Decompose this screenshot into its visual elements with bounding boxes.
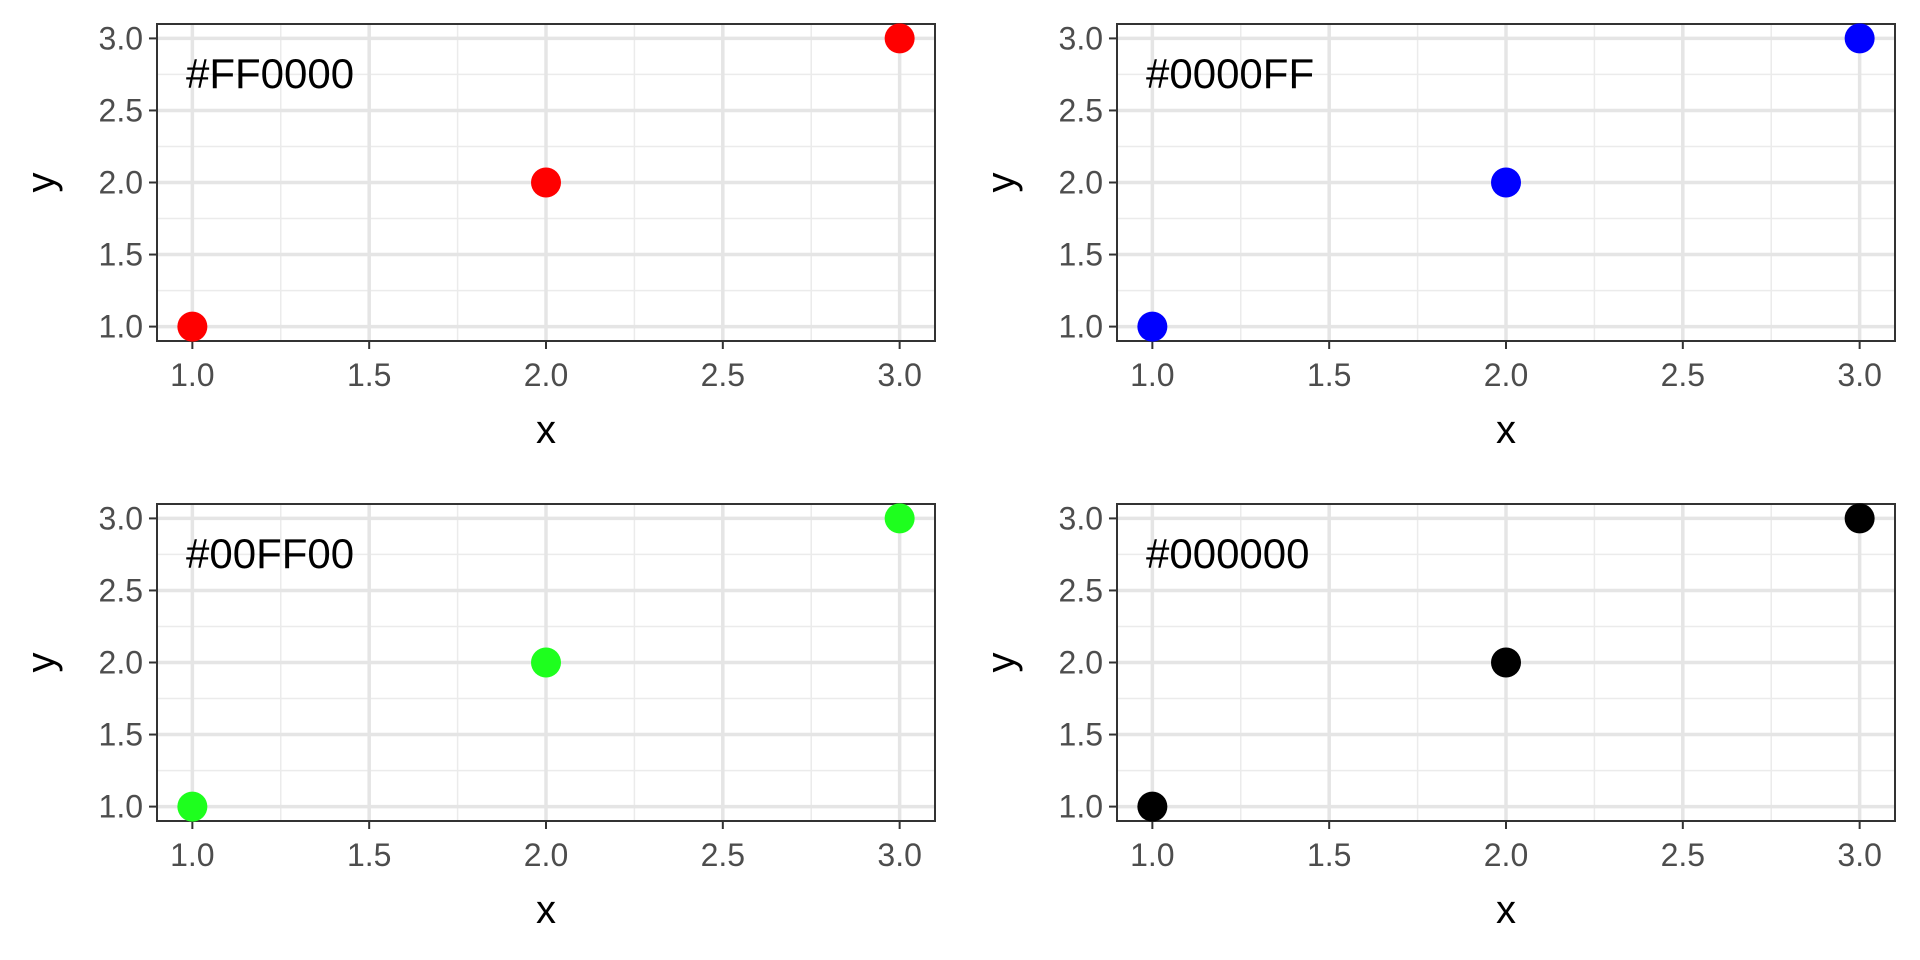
- y-tick-label: 2.5: [99, 572, 143, 608]
- scatter-panel-3: 1.0 1.5 2.0 2.5 3.0 1.0 1.5 2.0 2.5 3.0 x y #00FF00: [19, 500, 936, 932]
- x-tick-label: 3.0: [877, 357, 921, 393]
- x-tick-label: 1.5: [347, 837, 391, 873]
- x-axis-title: x: [1496, 888, 1516, 932]
- y-tick-label: 1.0: [99, 309, 143, 345]
- y-tick-label: 1.0: [1059, 309, 1103, 345]
- panel-annotation: #00FF00: [186, 530, 354, 577]
- panel-annotation: #000000: [1146, 530, 1310, 577]
- y-axis-title: y: [19, 653, 63, 673]
- data-point: [884, 503, 915, 534]
- y-tick-label: 1.5: [99, 237, 143, 273]
- x-tick-label: 1.5: [347, 357, 391, 393]
- data-point: [531, 647, 561, 678]
- y-tick-label: 2.0: [1059, 645, 1103, 681]
- x-tick-label: 2.0: [1484, 837, 1528, 873]
- y-tick-label: 1.0: [1059, 789, 1103, 825]
- y-tick-label: 3.0: [99, 20, 143, 56]
- data-point: [1491, 647, 1521, 678]
- scatter-panel-4: 1.0 1.5 2.0 2.5 3.0 1.0 1.5 2.0 2.5 3.0 x y #000000: [979, 500, 1896, 932]
- data-point: [177, 311, 208, 342]
- y-tick-label: 3.0: [99, 500, 143, 536]
- scatter-panel-2: 1.0 1.5 2.0 2.5 3.0 1.0 1.5 2.0 2.5 3.0 x y #0000FF: [979, 20, 1896, 452]
- panel-annotation: #FF0000: [186, 50, 354, 97]
- y-tick-label: 1.5: [1059, 717, 1103, 753]
- x-tick-label: 3.0: [1837, 837, 1881, 873]
- y-axis-title: y: [979, 653, 1023, 673]
- y-tick-label: 1.0: [99, 789, 143, 825]
- x-axis-title: x: [536, 888, 556, 932]
- data-point: [1137, 311, 1168, 342]
- x-tick-label: 1.5: [1307, 357, 1351, 393]
- data-point: [1137, 791, 1168, 822]
- y-tick-label: 2.0: [99, 645, 143, 681]
- y-tick-label: 2.0: [1059, 165, 1103, 201]
- y-tick-label: 2.0: [99, 165, 143, 201]
- y-axis-title: y: [19, 173, 63, 193]
- x-tick-label: 1.0: [1130, 837, 1174, 873]
- x-tick-label: 3.0: [1837, 357, 1881, 393]
- data-point: [531, 167, 561, 198]
- data-point: [884, 23, 915, 54]
- x-tick-label: 2.5: [701, 357, 745, 393]
- x-tick-label: 2.0: [1484, 357, 1528, 393]
- y-axis-title: y: [979, 173, 1023, 193]
- x-tick-label: 1.5: [1307, 837, 1351, 873]
- y-tick-label: 1.5: [1059, 237, 1103, 273]
- x-tick-label: 3.0: [877, 837, 921, 873]
- y-tick-label: 3.0: [1059, 500, 1103, 536]
- x-tick-label: 1.0: [1130, 357, 1174, 393]
- data-point: [1844, 23, 1875, 54]
- x-axis-title: x: [536, 408, 556, 452]
- x-axis-title: x: [1496, 408, 1516, 452]
- y-tick-label: 2.5: [1059, 92, 1103, 128]
- x-tick-label: 1.0: [170, 837, 214, 873]
- x-tick-label: 2.0: [524, 837, 568, 873]
- x-tick-label: 2.0: [524, 357, 568, 393]
- x-tick-label: 2.5: [1661, 837, 1705, 873]
- x-tick-label: 1.0: [170, 357, 214, 393]
- y-tick-label: 1.5: [99, 717, 143, 753]
- y-tick-label: 2.5: [99, 92, 143, 128]
- y-tick-label: 2.5: [1059, 572, 1103, 608]
- y-tick-label: 3.0: [1059, 20, 1103, 56]
- x-tick-label: 2.5: [701, 837, 745, 873]
- scatter-panel-1: 1.0 1.5 2.0 2.5 3.0 1.0 1.5 2.0 2.5 3.0 x y #FF0000: [19, 20, 936, 452]
- panel-annotation: #0000FF: [1146, 50, 1314, 97]
- data-point: [1844, 503, 1875, 534]
- data-point: [1491, 167, 1521, 198]
- data-point: [177, 791, 208, 822]
- x-tick-label: 2.5: [1661, 357, 1705, 393]
